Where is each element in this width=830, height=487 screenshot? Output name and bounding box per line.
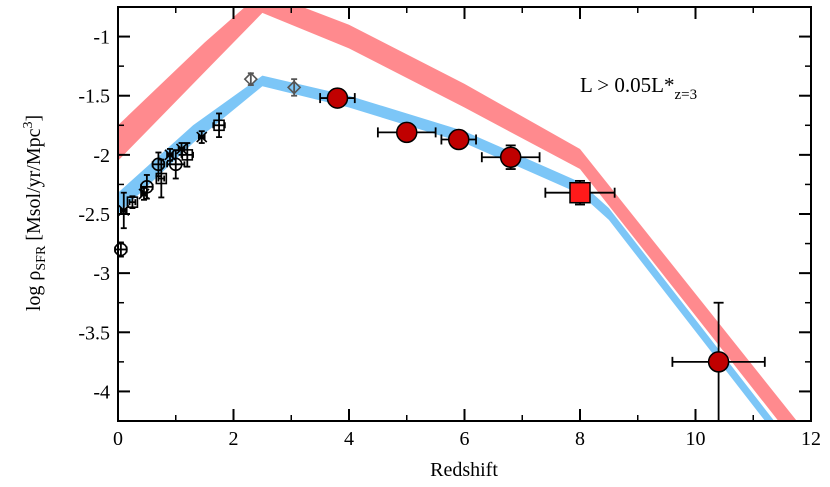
x-tick-label: 10 <box>686 428 706 450</box>
open-circle-marker <box>114 242 128 257</box>
data-point <box>544 179 616 206</box>
filled-square-marker <box>569 181 591 204</box>
y-tick-label: -3.5 <box>78 322 110 344</box>
cross-marker <box>196 131 208 143</box>
y-axis-title-close: ] <box>23 115 45 122</box>
filled-circle-marker <box>396 121 418 144</box>
x-tick-label: 2 <box>229 428 239 450</box>
data-point <box>440 128 477 151</box>
open-diamond-marker <box>287 80 302 95</box>
data-point <box>164 148 176 162</box>
data-point <box>671 301 766 422</box>
y-axis-title-sup: 3 <box>21 121 36 128</box>
data-points-layer <box>114 72 766 422</box>
open-circle-marker <box>151 157 166 172</box>
open-square-marker <box>155 172 168 185</box>
y-axis-title-unit: [Msol/yr/Mpc <box>23 128 45 245</box>
filled-circle-marker <box>326 87 349 109</box>
open-square-marker <box>213 119 225 132</box>
open-square-marker <box>126 196 139 208</box>
data-point <box>480 144 541 170</box>
data-point <box>319 87 356 109</box>
y-tick-label: -1 <box>93 27 110 49</box>
open-diamond-marker <box>243 72 258 87</box>
y-tick-label: -3 <box>93 263 110 285</box>
data-point <box>155 158 168 199</box>
data-point <box>114 241 128 258</box>
cross-marker <box>164 149 176 161</box>
filled-circle-marker <box>447 128 470 151</box>
data-point <box>118 191 130 230</box>
data-point <box>196 130 208 144</box>
annotation-main: L > 0.05L* <box>580 73 674 97</box>
luminosity-annotation: L > 0.05L*z=3 <box>580 73 697 103</box>
bands-layer <box>118 7 797 421</box>
tick-labels: 0 2 4 6 8 10 12 -1 -1.5 -2 -2.5 -3 -3.5 -4 <box>78 27 821 450</box>
filled-circle-marker <box>499 146 522 168</box>
data-point <box>376 121 437 144</box>
red-band <box>118 7 797 421</box>
data-point <box>126 195 139 209</box>
annotation-sub: z=3 <box>674 87 697 103</box>
cross-marker <box>175 143 188 155</box>
x-axis-title: Redshift <box>430 459 498 481</box>
data-point <box>243 72 258 87</box>
x-tick-label: 6 <box>460 428 470 450</box>
y-axis-title-sub: SFR <box>34 245 49 271</box>
axis-ticks <box>117 7 812 421</box>
x-tick-label: 12 <box>801 428 821 450</box>
cross-marker <box>118 204 130 217</box>
data-point <box>287 78 302 97</box>
data-point <box>212 112 226 139</box>
data-point <box>175 142 188 156</box>
y-tick-label: -4 <box>93 381 110 403</box>
open-circle-marker <box>168 157 183 172</box>
y-tick-label: -2.5 <box>78 204 110 226</box>
data-point <box>138 187 150 201</box>
x-tick-label: 8 <box>575 428 585 450</box>
plot-frame <box>117 6 812 422</box>
y-tick-label: -1.5 <box>78 86 110 108</box>
y-axis-title-base: log ρ <box>23 271 45 312</box>
x-tick-label: 0 <box>113 428 123 450</box>
x-tick-label: 4 <box>344 428 354 450</box>
filled-circle-marker <box>707 351 730 373</box>
cross-marker <box>138 188 150 200</box>
y-tick-label: -2 <box>93 145 110 167</box>
y-axis-title: log ρSFR [Msol/yr/Mpc3] <box>21 115 49 311</box>
